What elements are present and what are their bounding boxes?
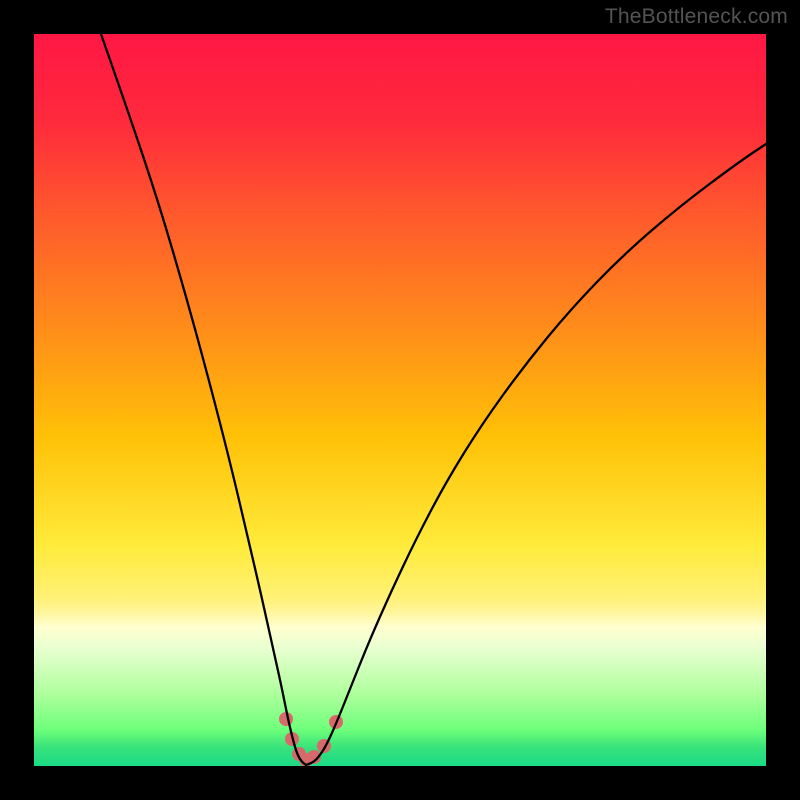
plot-svg (34, 34, 766, 766)
watermark-text: TheBottleneck.com (605, 5, 788, 29)
plot-area (34, 34, 766, 766)
chart-container: TheBottleneck.com (0, 0, 800, 800)
gradient-background (34, 34, 766, 766)
